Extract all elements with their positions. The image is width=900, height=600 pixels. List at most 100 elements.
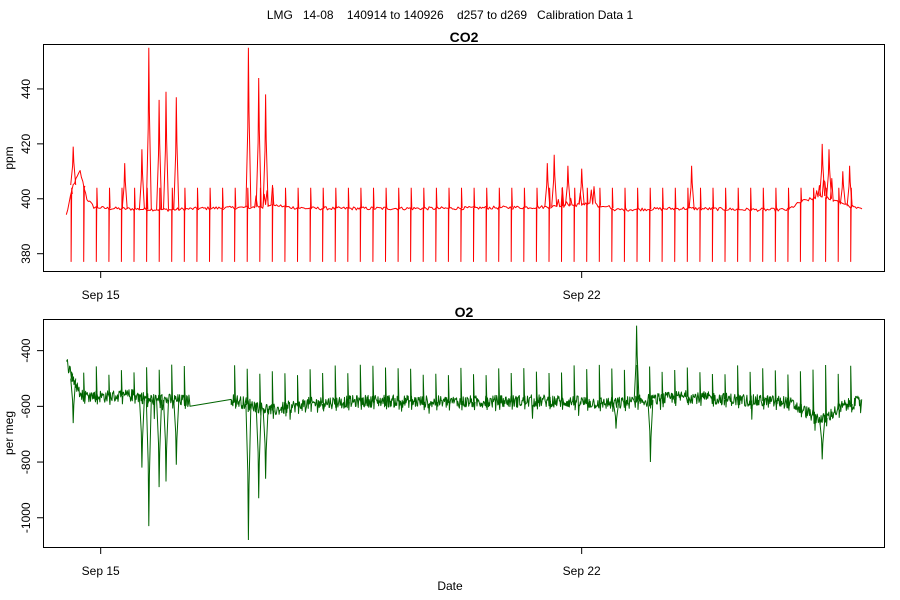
co2-calibration-event [95, 187, 98, 262]
co2-calibration-event [422, 187, 425, 262]
co2-excursion-spike [688, 165, 695, 209]
o2-calibration-event [548, 372, 551, 410]
o2-calibration-event [322, 372, 325, 412]
co2-calibration-event [724, 187, 727, 262]
o2-calibration-event [372, 365, 375, 410]
co2-excursion-spike [245, 47, 252, 208]
co2-calibration-event [133, 187, 136, 262]
o2-calibration-event [246, 368, 250, 413]
o2-calibration-event [799, 371, 803, 418]
o2-x-tick-label: Sep 15 [82, 564, 120, 578]
o2-series-group [65, 325, 863, 541]
o2-calibration-event [95, 366, 99, 405]
co2-excursion-spike [544, 163, 551, 208]
co2-calibration-event [410, 187, 413, 262]
co2-calibration-event [850, 187, 853, 262]
o2-calibration-event [737, 365, 740, 409]
o2-calibration-event [661, 371, 665, 408]
co2-excursion-spike [826, 149, 832, 199]
o2-calibration-event [447, 375, 451, 411]
o2-calibration-event [762, 368, 765, 410]
co2-calibration-event [183, 187, 186, 262]
co2-calibration-event [146, 187, 149, 262]
co2-excursion-spike [564, 165, 571, 206]
co2-calibration-event [385, 187, 388, 262]
o2-calibration-event [347, 373, 350, 411]
o2-calibration-event [561, 372, 564, 410]
o2-calibration-event [774, 370, 778, 411]
co2-calibration-event [774, 187, 777, 262]
co2-calibration-event [623, 187, 627, 262]
o2-calibration-event [83, 372, 86, 404]
co2-calibration-event [322, 187, 325, 262]
co2-x-axis: Sep 15 Sep 22 [82, 271, 601, 302]
o2-calibration-event [850, 365, 853, 413]
co2-excursion-spike [121, 163, 128, 209]
co2-calibration-event [397, 187, 400, 262]
figure-title: LMG 14-08 140914 to 140926 d257 to d269 … [267, 8, 634, 22]
x-axis-label: Date [437, 579, 463, 593]
o2-y-tick-label: -1000 [19, 502, 33, 533]
o2-excursion-spike [173, 400, 180, 465]
co2-calibration-event [825, 187, 828, 262]
co2-y-tick-label: 380 [19, 243, 33, 263]
o2-excursion-spike [613, 403, 619, 429]
co2-calibration-event [108, 187, 111, 262]
o2-calibration-event [825, 364, 828, 427]
o2-y-axis-label: per meg [2, 411, 16, 455]
o2-calibration-event [410, 368, 413, 410]
co2-calibration-event [70, 187, 73, 262]
co2-calibration-event [749, 187, 752, 262]
o2-excursion-spike [138, 397, 145, 468]
co2-calibration-event [787, 187, 790, 262]
co2-calibration-event [812, 187, 815, 262]
o2-calibration-event [686, 367, 690, 406]
o2-calibration-event [598, 364, 602, 412]
o2-calibration-event [623, 369, 627, 412]
co2-calibration-event [523, 187, 526, 262]
o2-calibration-event [711, 373, 715, 407]
co2-calibration-event [837, 187, 840, 262]
co2-series-group [65, 47, 863, 262]
co2-excursion-spike [173, 97, 180, 210]
o2-calibration-event [724, 374, 727, 408]
co2-excursion-spike [578, 168, 585, 205]
o2-calibration-event [234, 365, 237, 409]
o2-calibration-event [271, 371, 275, 419]
co2-calibration-event [246, 187, 249, 262]
co2-calibration-event [447, 187, 451, 262]
co2-calibration-event [359, 187, 362, 262]
co2-calibration-event [510, 187, 513, 262]
o2-calibration-event [636, 364, 639, 410]
co2-calibration-event [372, 187, 375, 262]
co2-y-axis-label: ppm [2, 146, 16, 169]
o2-calibration-event [297, 375, 300, 414]
co2-y-axis: 380 400 420 440 [19, 79, 44, 264]
co2-calibration-event [548, 187, 551, 262]
co2-calibration-event [334, 187, 337, 262]
co2-calibration-event [674, 187, 677, 262]
co2-x-tick-label: Sep 22 [563, 288, 601, 302]
co2-excursion-spike [262, 94, 269, 208]
co2-excursion-spike [551, 154, 558, 207]
co2-plot-frame [43, 44, 885, 272]
co2-calibration-event [485, 187, 488, 262]
co2-y-tick-label: 400 [19, 188, 33, 208]
co2-calibration-event [460, 187, 463, 262]
co2-excursion-spike [163, 91, 169, 210]
o2-x-tick-label: Sep 22 [563, 564, 601, 578]
co2-calibration-event [309, 187, 312, 262]
o2-calibration-event [284, 373, 287, 417]
o2-calibration-event [146, 367, 149, 408]
o2-excursion-spike [262, 408, 269, 479]
o2-excursion-spike [156, 399, 163, 488]
o2-calibration-event [259, 373, 262, 416]
co2-calibration-event [598, 187, 601, 262]
o2-y-tick-label: -600 [19, 394, 33, 418]
o2-calibration-event [108, 374, 111, 405]
o2-excursion-spike [145, 399, 152, 527]
co2-y-tick-label: 440 [19, 79, 33, 99]
o2-calibration-event [397, 368, 401, 410]
o2-calibration-event [183, 365, 187, 409]
